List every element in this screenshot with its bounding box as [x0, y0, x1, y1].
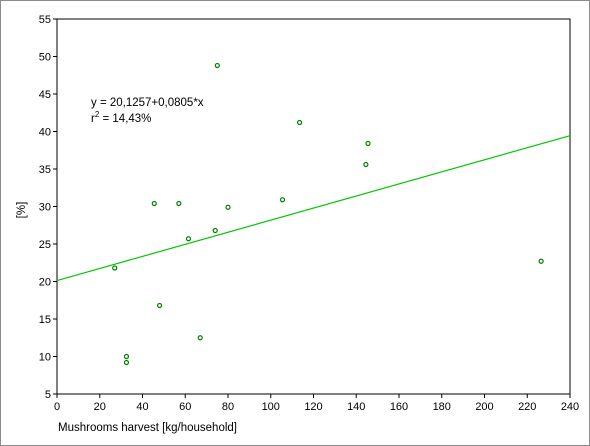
data-point [212, 227, 218, 234]
data-point [538, 258, 544, 264]
y-tick-label: 25 [39, 239, 51, 251]
y-tick-label: 35 [39, 164, 51, 176]
r-squared-value: = 14,43% [99, 113, 151, 125]
x-tick-label: 160 [390, 401, 408, 413]
x-axis-title: Mushrooms harvest [kg/household] [58, 422, 237, 434]
ticks: 0 20 40 60 80 100 120 140 160 180 200 220 2405101520… [39, 14, 579, 413]
data-point [279, 197, 286, 203]
data-point [151, 200, 157, 207]
x-tick-label: 40 [136, 401, 148, 413]
x-tick-label: 120 [304, 401, 322, 413]
y-tick-label: 30 [39, 202, 51, 214]
data-point [214, 62, 220, 69]
data-point [197, 335, 203, 341]
x-tick-label: 100 [262, 401, 280, 413]
r-squared-label: r2 = 14,43% [91, 110, 151, 125]
data-point [185, 236, 192, 242]
r-squared-superscript: 2 [95, 110, 100, 119]
x-tick-label: 180 [433, 401, 451, 413]
y-tick-label: 40 [39, 127, 51, 139]
data-point [112, 265, 118, 271]
data-point [297, 119, 303, 126]
y-tick-label: 10 [39, 352, 51, 364]
x-tick-label: 20 [94, 401, 106, 413]
equation-label: y = 20,1257+0,0805*x [91, 97, 204, 109]
y-tick-label: 45 [39, 89, 51, 101]
y-tick-label: 50 [39, 52, 51, 64]
axes [56, 18, 571, 395]
data-point [176, 200, 182, 207]
plot-area-border [56, 18, 571, 395]
regression-line [56, 135, 571, 282]
y-tick-label: 55 [39, 14, 51, 26]
data-point [123, 359, 130, 366]
x-tick-label: 60 [179, 401, 191, 413]
y-tick-label: 15 [39, 314, 51, 326]
y-axis-title: [%] [16, 202, 28, 219]
data-point [363, 161, 369, 168]
x-tick-label: 140 [347, 401, 365, 413]
x-tick-label: 240 [561, 401, 579, 413]
data-point [225, 204, 231, 210]
x-tick-label: 0 [54, 401, 60, 413]
data-point [365, 140, 371, 147]
fit-line-layer [56, 135, 571, 282]
x-tick-label: 200 [475, 401, 493, 413]
data-point [123, 353, 130, 360]
points-layer [112, 62, 544, 366]
x-tick-label: 220 [518, 401, 536, 413]
data-point [157, 302, 163, 309]
r-squared-r: r [91, 113, 95, 125]
y-tick-label: 20 [39, 277, 51, 289]
x-tick-label: 80 [222, 401, 234, 413]
y-tick-label: 5 [45, 389, 51, 401]
